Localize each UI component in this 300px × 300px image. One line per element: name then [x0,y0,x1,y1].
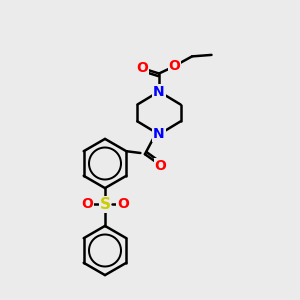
Text: O: O [117,197,129,211]
Text: O: O [81,197,93,211]
Text: O: O [136,61,148,75]
Text: O: O [154,159,166,172]
Text: S: S [100,197,110,212]
Text: O: O [169,59,181,73]
Text: N: N [153,128,165,141]
Text: N: N [153,85,165,98]
